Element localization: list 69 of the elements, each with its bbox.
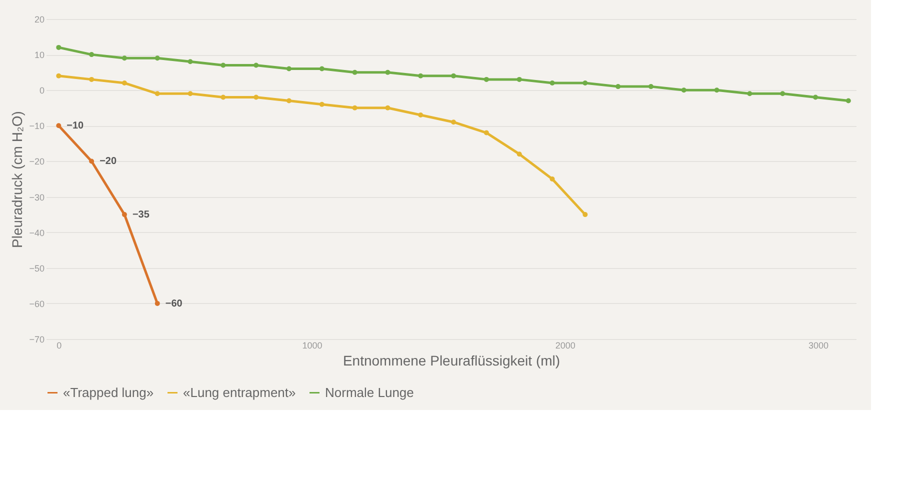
y-tick-label: −30 [29,192,44,202]
legend-label: «Trapped lung» [63,384,154,400]
point [616,84,621,90]
data-label: −35 [132,210,150,221]
point [188,59,193,64]
point [385,70,390,75]
point [714,88,720,93]
x-tick-label: 3000 [808,340,829,350]
point [254,62,259,68]
y-tick-label: 10 [34,50,44,60]
point [56,73,62,78]
point [220,94,226,100]
x-tick-label: 0 [56,340,62,350]
y-tick-label: −40 [29,228,44,238]
point [220,62,226,68]
point [385,105,390,110]
point [681,88,686,93]
point [418,73,424,78]
point [286,98,292,104]
point [89,158,94,164]
point [418,112,424,118]
point [648,84,654,90]
point [516,76,522,82]
point [89,76,94,82]
point [319,66,324,72]
point [122,212,127,218]
point [780,91,786,96]
point [484,130,489,136]
x-tick-label: 1000 [302,340,322,350]
y-tick-label: −10 [29,121,44,132]
point [122,56,127,61]
y-tick-label: 0 [39,86,44,96]
point [154,91,160,96]
x-axis-title: Entnommene Pleuraflüssigkeit (ml) [342,352,560,368]
y-tick-label: −60 [29,298,44,309]
point [550,80,555,86]
y-axis-title: Pleuradruck (cm H₂O) [9,111,26,248]
point [352,70,358,75]
point [56,123,62,128]
point [846,98,851,104]
point [813,94,818,100]
data-label: −10 [66,120,84,132]
point [254,94,259,100]
point [747,91,752,96]
point [451,120,456,125]
point [56,44,62,50]
point [122,80,127,86]
data-label: −20 [100,156,117,168]
data-label: −60 [165,298,183,310]
x-tick-label: 2000 [555,340,576,350]
y-tick-label: −20 [29,156,44,167]
point [516,152,522,157]
point [484,76,489,82]
point [89,52,94,58]
point [582,80,588,86]
y-tick-label: −50 [29,263,44,274]
legend-label: «Lung entrapment» [183,384,296,400]
point [550,176,555,182]
y-tick-label: 20 [34,14,44,24]
point [154,300,160,306]
y-tick-label: −70 [29,334,44,344]
legend-label: Normale Lunge [325,384,414,400]
point [188,91,193,96]
point [286,66,292,72]
point [451,73,456,78]
point [352,105,358,110]
point [319,102,324,107]
point [582,212,588,218]
point [154,56,160,61]
